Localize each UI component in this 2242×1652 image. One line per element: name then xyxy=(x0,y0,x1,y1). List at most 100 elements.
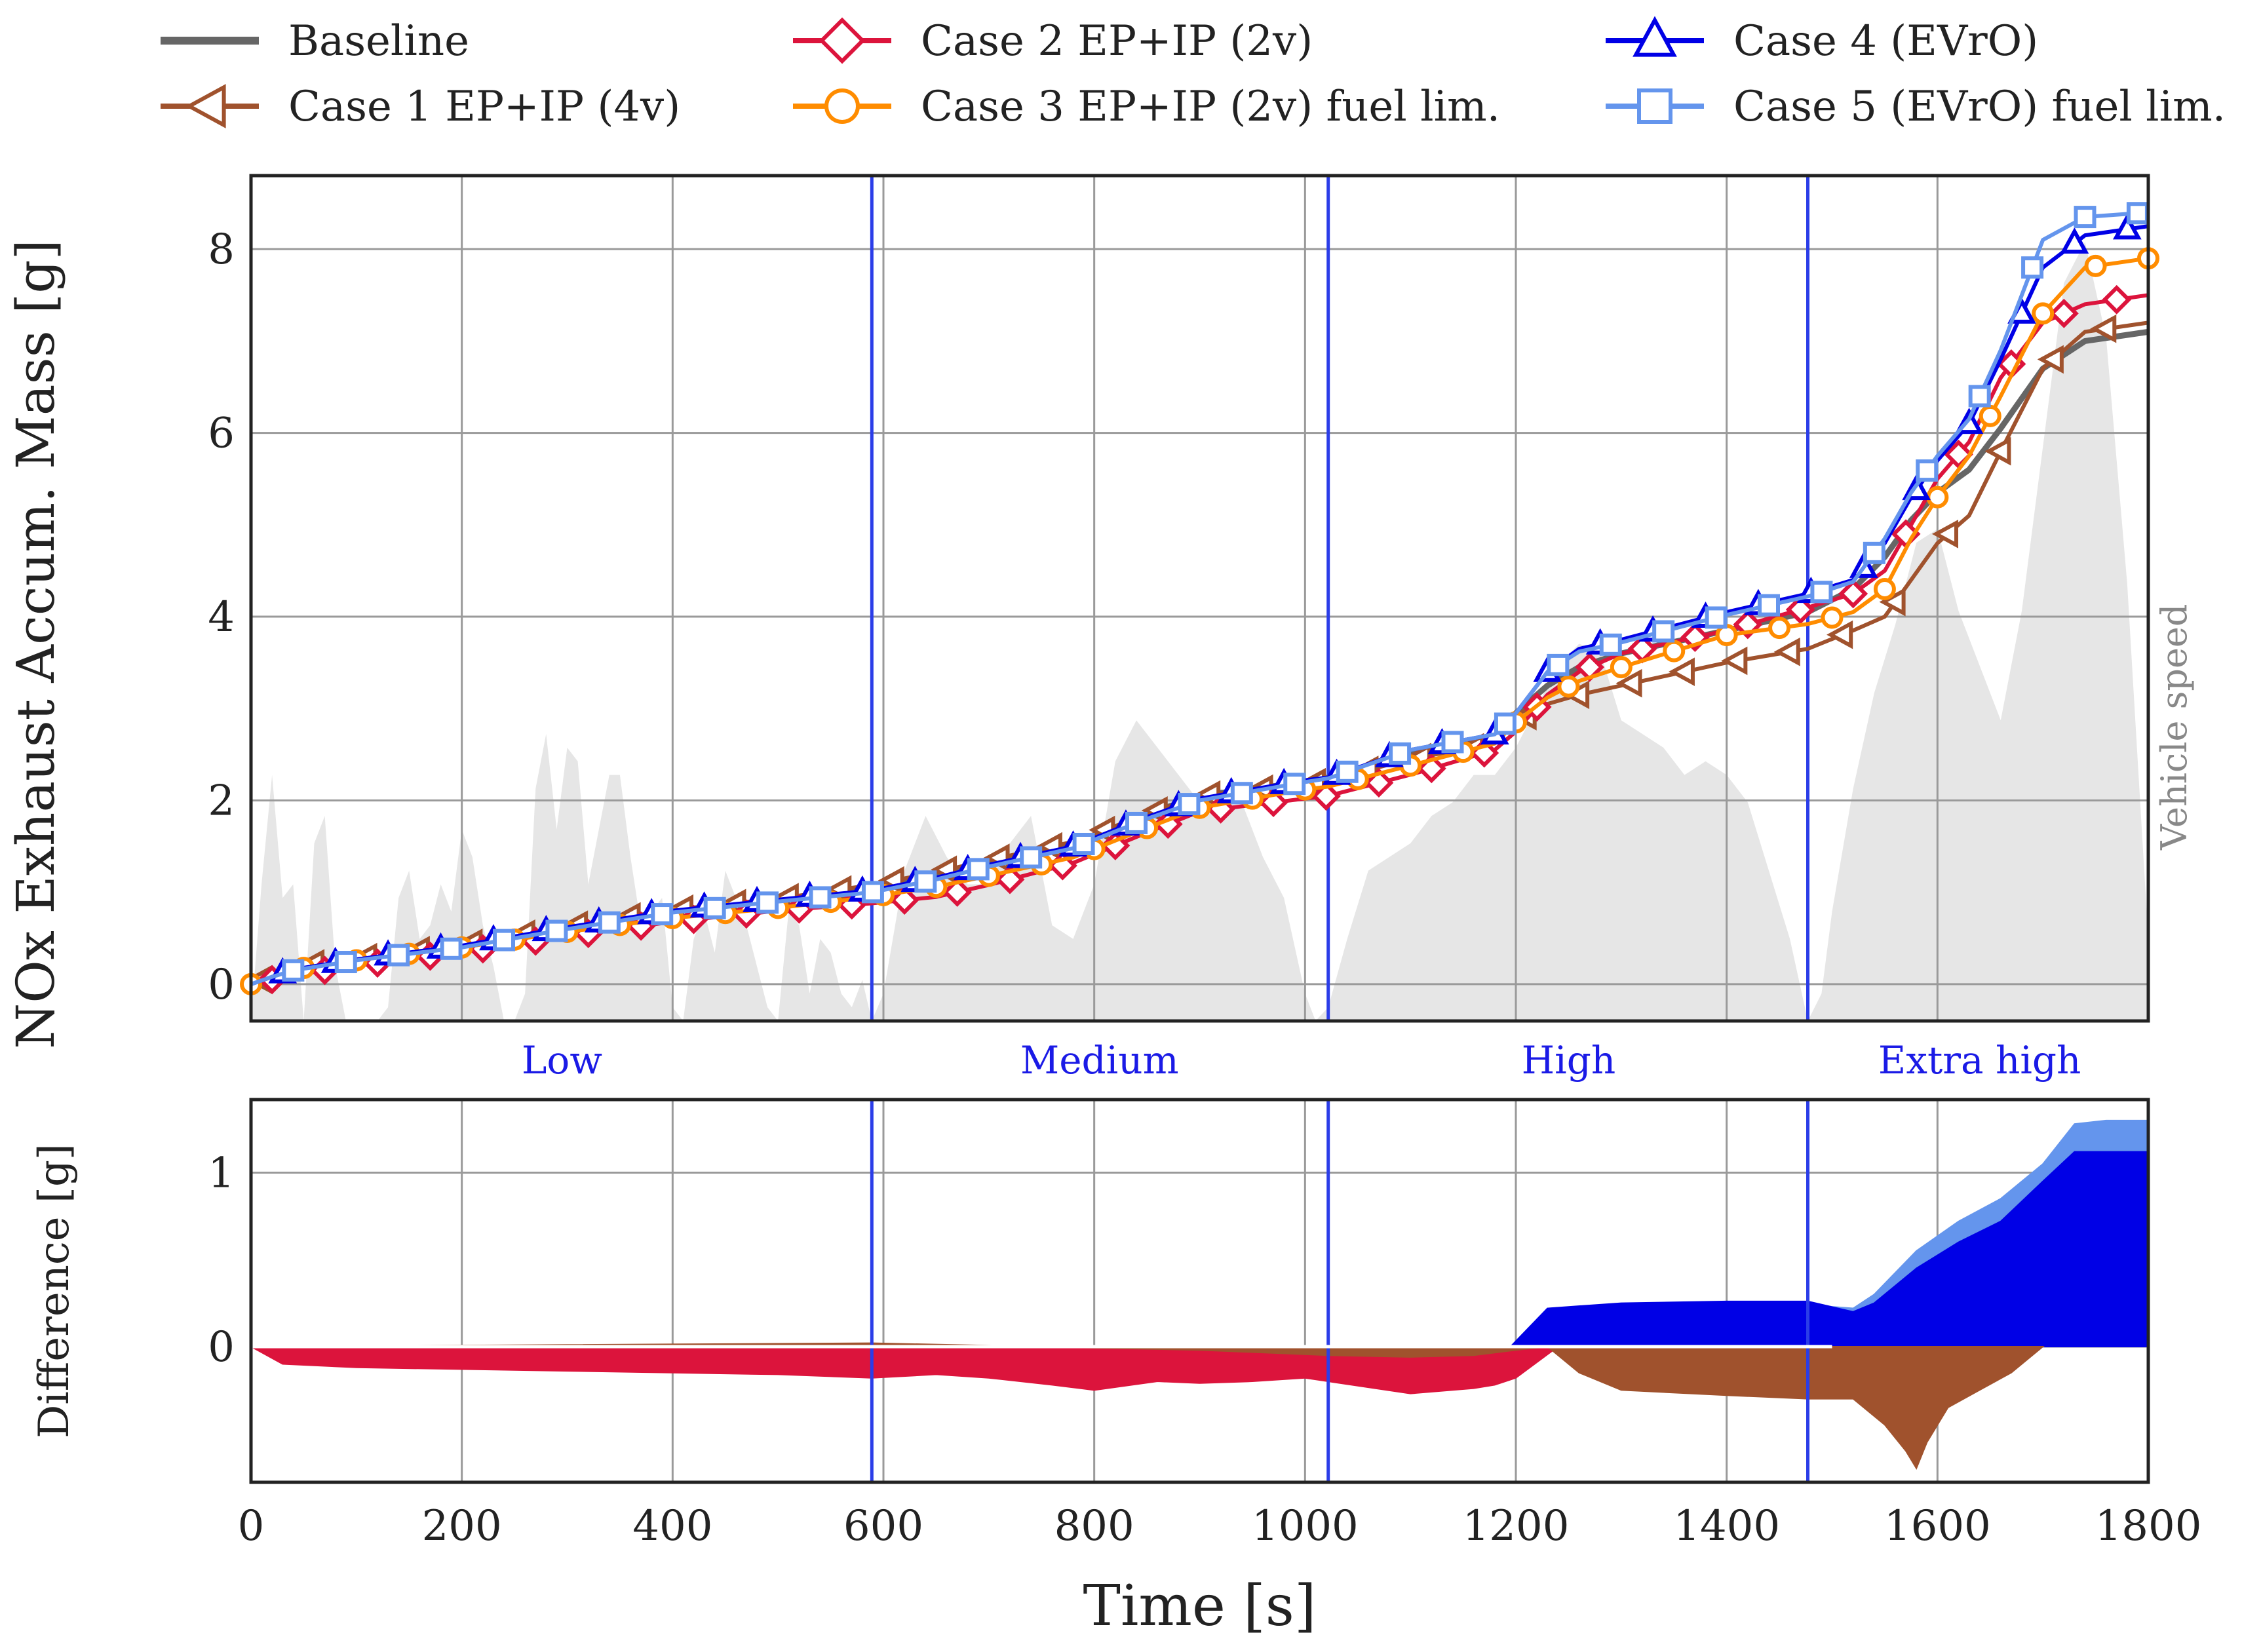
legend-marker-case1 xyxy=(185,84,226,128)
top-y-ticks: 0 2 4 6 8 xyxy=(208,225,235,1009)
x-tick-label: 800 xyxy=(1054,1502,1134,1550)
marker-case5 xyxy=(545,919,568,942)
vehicle-speed-label: Vehicle speed xyxy=(2154,604,2195,851)
difference-areas xyxy=(250,1119,2149,1470)
x-tick-label: 1600 xyxy=(1884,1502,1991,1550)
marker-case2 xyxy=(942,877,973,907)
marker-case5 xyxy=(1916,459,1939,482)
difference-chart: 01 0 200 400 600 800 1000 1200 1400 1600 1800 Dif… xyxy=(30,1098,2202,1639)
marker-case3 xyxy=(1557,675,1580,698)
bottom-y-ticks: 01 xyxy=(208,1149,235,1371)
marker-case2 xyxy=(1311,781,1341,811)
marker-case1 xyxy=(1668,657,1695,687)
x-tick-label: 1800 xyxy=(2095,1502,2202,1550)
x-tick-label: 1400 xyxy=(1673,1502,1780,1550)
marker-case5 xyxy=(703,896,726,919)
x-tick-label: 1000 xyxy=(1252,1502,1359,1550)
legend-marker-case2 xyxy=(819,17,866,64)
marker-case5 xyxy=(387,944,410,967)
marker-case2 xyxy=(1838,579,1868,609)
marker-case3 xyxy=(1821,606,1844,629)
marker-case5 xyxy=(1230,782,1253,805)
legend-item-case5: Case 5 (EVrO) fuel lim. xyxy=(1606,83,2226,131)
marker-case2 xyxy=(1100,830,1131,860)
marker-case5 xyxy=(1863,541,1885,564)
top-y-axis-label: NOx Exhaust Accum. Mass [g] xyxy=(5,239,66,1048)
top-plot-frame xyxy=(249,174,2150,1023)
marker-case5 xyxy=(1494,712,1517,735)
marker-case5 xyxy=(756,891,779,914)
marker-case1 xyxy=(1931,519,1959,548)
legend-label-case3: Case 3 EP+IP (2v) fuel lim. xyxy=(921,83,1500,131)
marker-case5 xyxy=(282,959,305,982)
phase-label: High xyxy=(1522,1038,1616,1083)
x-tick-label: 200 xyxy=(422,1502,502,1550)
marker-case5 xyxy=(1125,811,1148,834)
marker-case3 xyxy=(2084,254,2107,277)
difference-area-case4 xyxy=(250,1151,2149,1365)
top-y-tick-label: 8 xyxy=(208,225,235,274)
marker-case2 xyxy=(1258,788,1288,818)
x-tick-label: 0 xyxy=(238,1502,265,1550)
bottom-y-axis-label: Difference [g] xyxy=(30,1143,79,1438)
marker-case3 xyxy=(2032,302,2055,325)
marker-case2 xyxy=(2102,284,2132,315)
marker-case2 xyxy=(1944,439,1973,469)
marker-case5 xyxy=(1283,773,1306,796)
phase-label: Medium xyxy=(1020,1038,1179,1083)
legend-label-case1: Case 1 EP+IP (4v) xyxy=(288,83,680,131)
marker-case3 xyxy=(1926,486,1949,509)
x-tick-label: 400 xyxy=(632,1502,712,1550)
marker-case5 xyxy=(493,929,515,951)
marker-case1 xyxy=(2037,345,2064,374)
marker-case5 xyxy=(2074,206,2097,229)
difference-area-case2 xyxy=(250,1345,1560,1394)
marker-case1 xyxy=(2090,314,2117,343)
marker-case3 xyxy=(1979,404,2001,427)
bottom-y-tick-label: 0 xyxy=(208,1323,235,1372)
marker-case5 xyxy=(334,951,357,974)
marker-case5 xyxy=(2126,202,2149,225)
marker-case5 xyxy=(967,858,990,881)
marker-case1 xyxy=(1879,587,1906,617)
marker-case5 xyxy=(1389,742,1412,765)
marker-case5 xyxy=(598,911,621,934)
marker-case5 xyxy=(1020,846,1043,869)
marker-case1 xyxy=(1721,646,1748,676)
marker-case5 xyxy=(914,870,937,893)
marker-case5 xyxy=(1705,606,1728,629)
marker-case5 xyxy=(809,886,832,909)
top-y-tick-label: 6 xyxy=(208,410,235,458)
marker-case5 xyxy=(1810,581,1833,604)
phase-label: Extra high xyxy=(1878,1038,2081,1083)
marker-case2 xyxy=(2049,298,2079,328)
x-tick-label: 600 xyxy=(843,1502,923,1550)
top-series xyxy=(240,202,2159,995)
difference-area-case1 xyxy=(250,1342,2045,1470)
marker-case3 xyxy=(1768,617,1791,640)
legend-item-baseline: Baseline xyxy=(161,17,469,66)
marker-case3 xyxy=(1663,640,1686,663)
marker-case5 xyxy=(1968,385,1991,408)
top-y-tick-label: 4 xyxy=(208,593,235,642)
top-y-tick-label: 0 xyxy=(208,961,235,1009)
legend-label-baseline: Baseline xyxy=(288,17,469,66)
marker-case3 xyxy=(1873,577,1896,600)
marker-case5 xyxy=(1652,620,1675,643)
bottom-phase-lines xyxy=(870,1100,1810,1482)
phase-label: Low xyxy=(522,1038,602,1083)
top-y-tick-label: 2 xyxy=(208,777,235,825)
legend-item-case1: Case 1 EP+IP (4v) xyxy=(161,83,680,131)
marker-case5 xyxy=(2021,256,2044,279)
marker-case5 xyxy=(1758,594,1780,617)
marker-case3 xyxy=(1610,656,1633,679)
marker-case2 xyxy=(889,885,919,915)
bottom-y-tick-label: 1 xyxy=(208,1149,235,1197)
marker-case5 xyxy=(861,881,884,904)
marker-case5 xyxy=(1599,633,1622,656)
marker-case1 xyxy=(1773,637,1800,666)
marker-case5 xyxy=(1336,760,1359,783)
x-ticks: 0 200 400 600 800 1000 1200 1400 1600 1800 xyxy=(238,1502,2202,1550)
marker-case5 xyxy=(1441,731,1464,754)
